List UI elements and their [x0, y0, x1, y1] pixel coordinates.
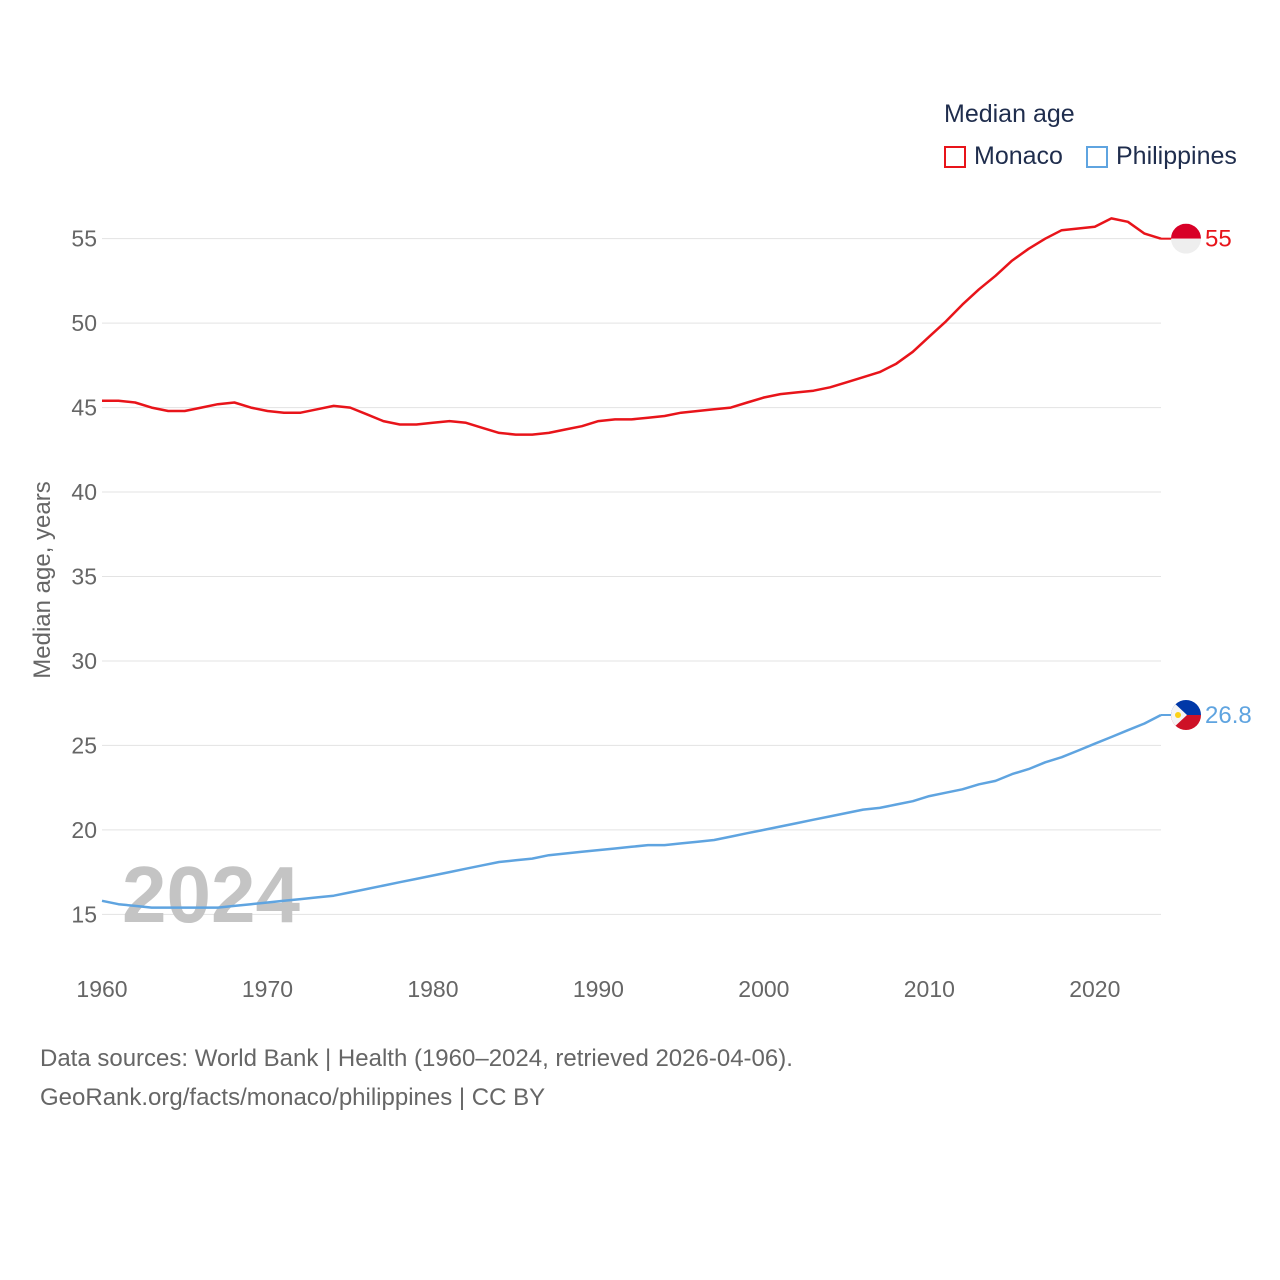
- legend-title: Median age: [944, 100, 1075, 128]
- legend-swatch-monaco: [944, 145, 966, 168]
- legend-item-philippines[interactable]: Philippines: [1086, 142, 1237, 171]
- flag-icon-monaco: [1171, 223, 1201, 254]
- legend-label: Philippines: [1116, 142, 1237, 170]
- series-line-philippines[interactable]: [101, 713, 1162, 909]
- legend-swatch-philippines: [1086, 145, 1108, 168]
- x-tick-label: 1980: [407, 976, 458, 1002]
- grid-lines: [102, 238, 1161, 915]
- legend-item-monaco[interactable]: Monaco: [944, 142, 1063, 171]
- x-tick-label: 2000: [738, 976, 789, 1002]
- flag-icon-philippines: [1171, 700, 1201, 731]
- y-tick-label: 20: [71, 817, 97, 843]
- y-tick-label: 15: [71, 901, 97, 927]
- y-tick-label: 50: [71, 310, 97, 336]
- series-line-monaco[interactable]: [102, 217, 1162, 436]
- footer-link[interactable]: GeoRank.org/facts/monaco/philippines | C…: [40, 1084, 546, 1111]
- year-watermark: 2024: [122, 850, 300, 939]
- x-axis-ticks: 1960 1970 1980 1990 2000 2010 2020: [76, 976, 1120, 1002]
- legend-label: Monaco: [974, 142, 1063, 170]
- y-tick-label: 40: [71, 479, 97, 505]
- series-endpoints: 55 26.8: [1161, 223, 1252, 731]
- y-tick-label: 55: [71, 226, 97, 252]
- footer-sources: Data sources: World Bank | Health (1960–…: [40, 1045, 793, 1072]
- y-tick-label: 25: [71, 732, 97, 758]
- x-tick-label: 1970: [242, 976, 293, 1002]
- y-tick-label: 35: [71, 564, 97, 590]
- x-tick-label: 2020: [1069, 976, 1120, 1002]
- x-tick-label: 1960: [76, 976, 127, 1002]
- y-tick-label: 30: [71, 648, 97, 674]
- y-axis-label: Median age, years: [29, 481, 56, 678]
- x-tick-label: 2010: [904, 976, 955, 1002]
- end-value-label-philippines: 26.8: [1205, 702, 1252, 729]
- y-axis-ticks: 15 20 25 30 35 40 45 50 55: [71, 226, 97, 928]
- end-value-label-monaco: 55: [1205, 226, 1232, 253]
- y-tick-label: 45: [71, 395, 97, 421]
- x-tick-label: 1990: [573, 976, 624, 1002]
- series-lines: [101, 217, 1162, 909]
